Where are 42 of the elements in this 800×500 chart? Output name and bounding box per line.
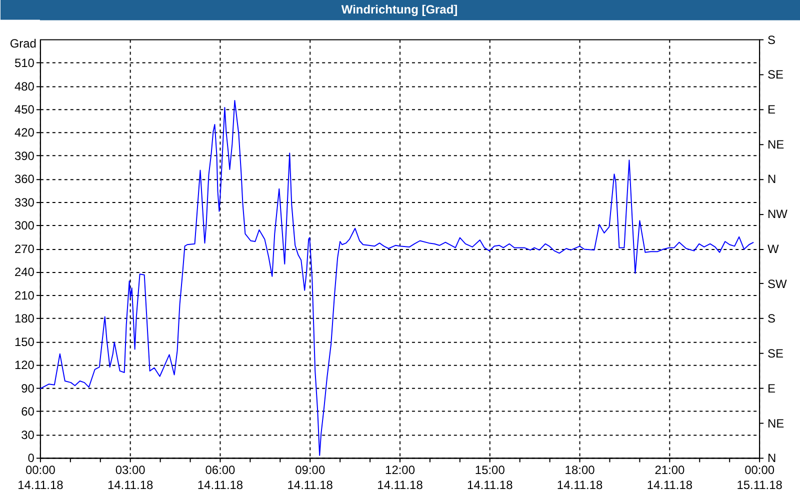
- category-label: NE: [768, 137, 784, 152]
- y-tick-label: 90: [21, 381, 35, 396]
- x-tick-label: 12:00 14.11.18: [377, 463, 424, 492]
- y-tick-label: 360: [14, 172, 35, 186]
- category-label: E: [768, 381, 776, 396]
- category-label: N: [768, 451, 776, 466]
- x-tick-label: 06:00 14.11.18: [197, 463, 244, 492]
- y-tick-label: 180: [14, 312, 35, 326]
- y-tick-label: 450: [14, 102, 35, 116]
- y-tick-label: 330: [14, 195, 35, 210]
- category-label: NE: [768, 416, 784, 430]
- category-label: NW: [768, 207, 788, 222]
- category-label: SE: [768, 346, 784, 361]
- chart-title: Windrichtung [Grad]: [341, 2, 458, 16]
- category-label: S: [768, 312, 776, 326]
- y-tick-label: 60: [21, 404, 35, 419]
- y-tick-label: 300: [14, 218, 35, 233]
- y-tick-label: 480: [14, 79, 35, 94]
- y-tick-label: 420: [14, 126, 35, 140]
- category-label: S: [768, 32, 776, 47]
- x-tick-label: 03:00 14.11.18: [107, 463, 154, 492]
- y-tick-label: 120: [14, 358, 35, 372]
- x-tick-label: 15:00 14.11.18: [467, 463, 514, 492]
- x-tick-label: 18:00 14.11.18: [556, 463, 603, 492]
- y-tick-label: 30: [21, 428, 35, 442]
- category-label: W: [768, 242, 779, 256]
- y-tick-label: 270: [14, 242, 35, 256]
- category-label: SW: [768, 276, 787, 291]
- y-tick-label: 0: [28, 451, 35, 466]
- category-label: E: [768, 102, 776, 116]
- category-label: SE: [768, 68, 784, 82]
- y-tick-label: 390: [14, 148, 35, 163]
- y-axis-title: Grad: [10, 36, 36, 51]
- y-tick-label: 240: [14, 265, 35, 280]
- x-tick-label: 00:00 14.11.18: [18, 463, 64, 492]
- y-tick-label: 510: [14, 56, 35, 70]
- category-label: N: [768, 172, 776, 186]
- x-tick-label: 21:00 14.11.18: [646, 463, 693, 492]
- x-tick-label: 00:00 15.11.18: [736, 463, 783, 492]
- y-tick-label: 210: [14, 288, 35, 302]
- y-tick-label: 150: [14, 334, 35, 349]
- x-tick-label: 09:00 14.11.18: [287, 463, 334, 492]
